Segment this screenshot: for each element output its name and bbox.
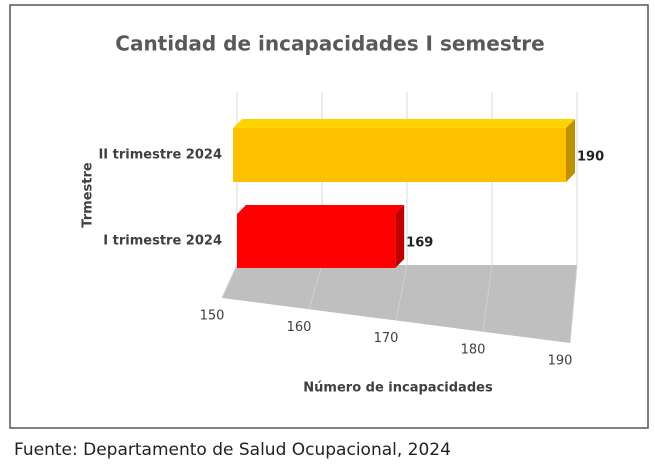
y-tick-label: I trimestre 2024 bbox=[103, 234, 222, 249]
x-tick-label: 150 bbox=[200, 309, 225, 324]
floor-grid-line bbox=[482, 264, 493, 332]
data-label: 169 bbox=[406, 236, 433, 251]
x-tick-label: 160 bbox=[287, 320, 312, 335]
floor-grid-line bbox=[308, 264, 323, 310]
x-tick-label: 180 bbox=[461, 342, 486, 357]
y-tick-label: II trimestre 2024 bbox=[98, 148, 222, 163]
y-axis-label: Trmestre bbox=[81, 162, 96, 228]
bar-top bbox=[233, 119, 575, 128]
floor-grid-line bbox=[221, 264, 238, 299]
caption: Fuente: Departamento de Salud Ocupaciona… bbox=[14, 440, 451, 460]
bar-side bbox=[395, 205, 405, 268]
x-tick-label: 170 bbox=[374, 331, 399, 346]
x-tick-label: 190 bbox=[548, 354, 573, 369]
data-label: 190 bbox=[577, 150, 604, 165]
bar-side bbox=[566, 119, 575, 182]
x-axis-label: Número de incapacidades bbox=[303, 381, 493, 396]
floor-grid-line bbox=[569, 264, 578, 344]
bar bbox=[237, 214, 396, 268]
bar bbox=[233, 128, 566, 182]
floor-grid-line bbox=[395, 264, 408, 321]
chart-title: Cantidad de incapacidades I semestre bbox=[115, 32, 544, 56]
bar-top bbox=[237, 205, 405, 214]
